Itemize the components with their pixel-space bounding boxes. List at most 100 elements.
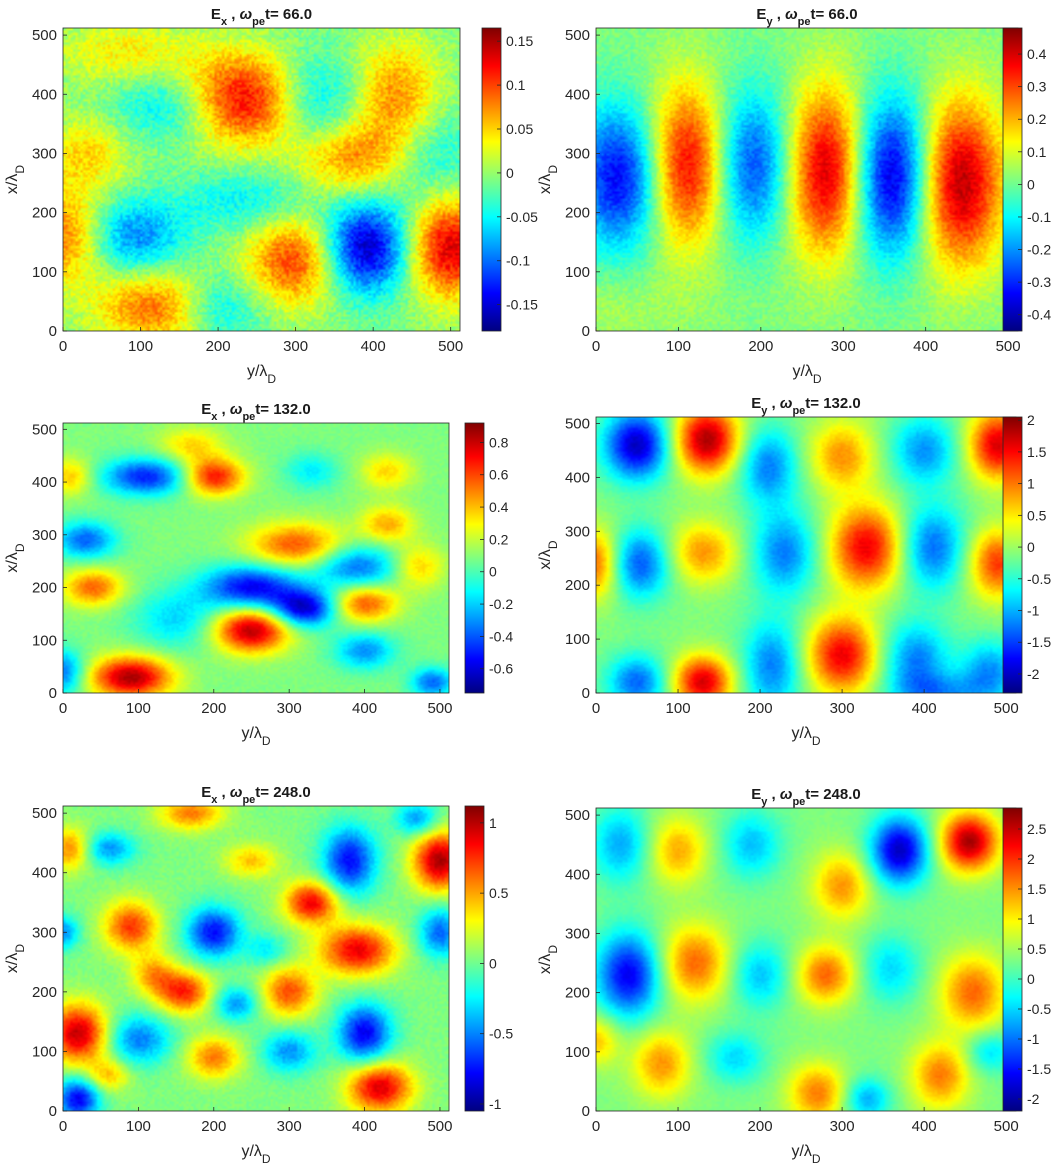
y-tick-label: 0 <box>49 323 57 340</box>
x-tick-label: 400 <box>912 1118 937 1135</box>
x-axis-label: y/λD <box>241 725 270 748</box>
x-tick-label: 100 <box>666 1118 691 1135</box>
colorbar-tick-label: -0.1 <box>506 253 530 269</box>
y-tick-label: 0 <box>582 1103 590 1120</box>
colorbar-tick-label: 0.8 <box>489 434 509 450</box>
colorbar-frame <box>464 422 485 694</box>
colorbar: -0.4 -0.3 -0.2 -0.1 0 0.1 0.2 0.3 0.4 <box>1002 27 1051 332</box>
heatmap-image <box>596 28 1018 331</box>
heatmap-image <box>596 417 1016 693</box>
x-tick-label: 500 <box>427 1118 452 1135</box>
x-axis-label: y/λD <box>791 1143 820 1166</box>
colorbar: -0.6 -0.4 -0.2 0 0.2 0.4 0.6 0.8 <box>464 422 513 694</box>
plot-frame <box>62 422 450 694</box>
panel-3: 0 100 200 300 400 500 0 100 200 300 400 500 Ex , ωpe… <box>4 401 513 748</box>
y-tick-label: 100 <box>32 1043 57 1060</box>
x-tick-label: 300 <box>277 1118 302 1135</box>
x-tick-label: 500 <box>438 338 463 355</box>
y-tick-label: 400 <box>32 86 57 103</box>
colorbar: -0.15 -0.1 -0.05 0 0.05 0.1 0.15 <box>481 27 538 332</box>
x-tick-label: 200 <box>748 700 773 717</box>
x-tick-label: 400 <box>352 1118 377 1135</box>
y-tick-label: 400 <box>565 469 590 486</box>
colorbar-tick-label: 1.5 <box>1027 444 1047 460</box>
colorbar-gradient <box>465 806 484 1111</box>
x-tick-label: 100 <box>666 338 691 355</box>
colorbar-tick-label: -1 <box>1027 1031 1040 1047</box>
y-tick-label: 0 <box>582 685 590 702</box>
colorbar-tick-label: 0.4 <box>489 499 509 515</box>
panel-2: 0 100 200 300 400 500 0 100 200 300 400 500 Ey , ωpe… <box>537 6 1051 386</box>
x-axis-label: y/λD <box>792 363 821 386</box>
colorbar-gradient <box>1003 28 1022 331</box>
colorbar-tick-label: -0.5 <box>489 1026 513 1042</box>
chart-title: Ex , ωpet= 248.0 <box>201 784 311 806</box>
chart-title: Ey , ωpet= 66.0 <box>756 6 857 28</box>
colorbar-tick-label: 0.5 <box>1027 941 1047 957</box>
colorbar-frame <box>464 805 485 1112</box>
x-tick-label: 0 <box>592 700 600 717</box>
y-tick-label: 100 <box>565 1044 590 1061</box>
x-tick-label: 100 <box>126 700 151 717</box>
x-tick-label: 300 <box>283 338 308 355</box>
y-tick-label: 300 <box>565 145 590 162</box>
y-axis-label: x/λD <box>4 165 27 194</box>
y-tick-label: 400 <box>565 866 590 883</box>
colorbar-tick-label: 0 <box>1027 539 1035 555</box>
colorbar-frame <box>481 27 502 332</box>
colorbar-tick-label: 0.3 <box>1027 79 1047 95</box>
colorbar-frame <box>1002 416 1023 694</box>
plot-frame <box>62 27 461 332</box>
y-tick-label: 500 <box>565 807 590 824</box>
y-tick-label: 100 <box>565 264 590 281</box>
colorbar-tick-label: 1 <box>1027 911 1035 927</box>
colorbar-gradient <box>465 423 484 693</box>
colorbar-tick-label: 0.5 <box>1027 507 1047 523</box>
y-tick-label: 400 <box>565 86 590 103</box>
x-tick-label: 300 <box>277 700 302 717</box>
y-tick-label: 0 <box>49 685 57 702</box>
colorbar-tick-label: -1.5 <box>1027 634 1051 650</box>
y-tick-label: 500 <box>32 421 57 438</box>
x-tick-label: 0 <box>59 700 67 717</box>
y-tick-label: 200 <box>565 205 590 222</box>
x-tick-label: 400 <box>361 338 386 355</box>
x-tick-label: 100 <box>126 1118 151 1135</box>
colorbar-tick-label: -2 <box>1027 1091 1040 1107</box>
colorbar-tick-label: 2 <box>1027 412 1035 428</box>
colorbar-tick-label: -0.5 <box>1027 1001 1051 1017</box>
colorbar-tick-label: 1 <box>1027 476 1035 492</box>
y-axis-label: x/λD <box>4 543 27 572</box>
chart-title: Ey , ωpet= 132.0 <box>751 395 861 417</box>
x-axis-label: y/λD <box>247 363 276 386</box>
heatmap-image <box>596 808 1016 1111</box>
y-tick-label: 100 <box>565 631 590 648</box>
colorbar-tick-label: -0.05 <box>506 209 538 225</box>
x-tick-label: 500 <box>994 700 1019 717</box>
y-tick-label: 200 <box>32 580 57 597</box>
x-tick-label: 100 <box>128 338 153 355</box>
colorbar-tick-label: -1 <box>1027 603 1040 619</box>
colorbar-tick-label: 0 <box>506 165 514 181</box>
x-tick-label: 400 <box>912 700 937 717</box>
y-tick-label: 0 <box>582 323 590 340</box>
panel-1: 0 100 200 300 400 500 0 100 200 300 400 500 Ex , ωpe… <box>4 6 538 386</box>
x-tick-label: 200 <box>748 1118 773 1135</box>
colorbar-tick-label: 0.6 <box>489 467 509 483</box>
y-axis-label: x/λD <box>537 540 560 569</box>
x-tick-label: 200 <box>748 338 773 355</box>
panel-6: 0 100 200 300 400 500 0 100 200 300 400 500 Ey , ωpe… <box>537 786 1051 1166</box>
colorbar-tick-label: -0.4 <box>489 628 513 644</box>
y-tick-label: 300 <box>32 145 57 162</box>
heatmap-image <box>63 806 449 1111</box>
colorbar-gradient <box>482 28 501 331</box>
colorbar-tick-label: 0.2 <box>1027 111 1047 127</box>
colorbar-tick-label: 0 <box>489 955 497 971</box>
y-axis-label: x/λD <box>537 945 560 974</box>
y-tick-label: 0 <box>49 1103 57 1120</box>
y-axis-label: x/λD <box>537 165 560 194</box>
colorbar-tick-label: 0.15 <box>506 33 533 49</box>
y-tick-label: 400 <box>32 865 57 882</box>
x-tick-label: 100 <box>666 700 691 717</box>
y-tick-label: 300 <box>565 925 590 942</box>
